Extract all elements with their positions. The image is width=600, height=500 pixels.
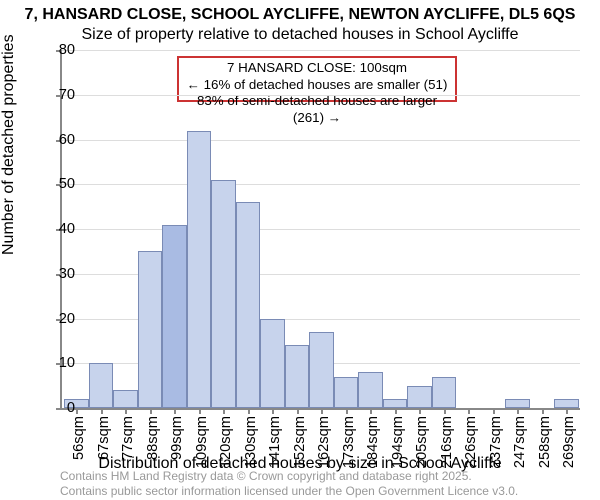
histogram-bar [162, 225, 187, 408]
histogram-bar [554, 399, 579, 408]
gridline [62, 229, 580, 230]
histogram-bar [138, 251, 163, 408]
y-tick-label: 0 [45, 400, 75, 416]
y-tick-label: 80 [45, 42, 75, 58]
y-tick-label: 10 [45, 355, 75, 371]
x-tick-label: 77sqm [120, 416, 136, 460]
y-tick-label: 40 [45, 221, 75, 237]
plot-area: 7 HANSARD CLOSE: 100sqm ← 16% of detache… [60, 50, 580, 410]
y-tick-label: 50 [45, 176, 75, 192]
histogram-bar [383, 399, 408, 408]
callout-line1: 7 HANSARD CLOSE: 100sqm [183, 60, 451, 77]
footer-line1: Contains HM Land Registry data © Crown c… [60, 469, 518, 483]
y-tick-label: 70 [45, 87, 75, 103]
x-tick-mark [150, 408, 152, 414]
gridline [62, 95, 580, 96]
x-tick-mark [125, 408, 127, 414]
histogram-bar [211, 180, 236, 408]
histogram-bar [236, 202, 261, 408]
x-tick-label: 88sqm [145, 416, 161, 460]
histogram-bar [187, 131, 212, 408]
x-tick-mark [321, 408, 323, 414]
histogram-bar [89, 363, 114, 408]
footer-attribution: Contains HM Land Registry data © Crown c… [60, 469, 518, 498]
x-tick-label: 99sqm [169, 416, 185, 460]
histogram-bar [505, 399, 530, 408]
x-tick-mark [419, 408, 421, 414]
x-tick-mark [542, 408, 544, 414]
x-tick-mark [174, 408, 176, 414]
x-tick-mark [346, 408, 348, 414]
histogram-bar [113, 390, 138, 408]
y-tick-label: 30 [45, 266, 75, 282]
chart-title-line1: 7, HANSARD CLOSE, SCHOOL AYCLIFFE, NEWTO… [0, 6, 600, 24]
x-tick-mark [101, 408, 103, 414]
x-tick-mark [76, 408, 78, 414]
x-tick-mark [566, 408, 568, 414]
histogram-bar [260, 319, 285, 409]
callout-line3: 83% of semi-detached houses are larger (… [183, 93, 451, 126]
footer-line2: Contains public sector information licen… [60, 484, 518, 498]
histogram-bar [309, 332, 334, 408]
x-tick-mark [517, 408, 519, 414]
histogram-bar [285, 345, 310, 408]
x-tick-mark [272, 408, 274, 414]
histogram-bar [358, 372, 383, 408]
x-tick-mark [395, 408, 397, 414]
chart-title-line2: Size of property relative to detached ho… [0, 26, 600, 44]
chart-container: 7, HANSARD CLOSE, SCHOOL AYCLIFFE, NEWTO… [0, 0, 600, 500]
x-tick-mark [370, 408, 372, 414]
x-tick-mark [297, 408, 299, 414]
gridline [62, 184, 580, 185]
gridline [62, 140, 580, 141]
y-tick-label: 20 [45, 311, 75, 327]
x-tick-mark [468, 408, 470, 414]
x-tick-mark [223, 408, 225, 414]
histogram-bar [407, 386, 432, 408]
x-tick-mark [248, 408, 250, 414]
x-tick-label: 67sqm [96, 416, 112, 460]
x-tick-mark [493, 408, 495, 414]
callout-line2: ← 16% of detached houses are smaller (51… [183, 77, 451, 94]
y-tick-label: 60 [45, 132, 75, 148]
y-axis-title: Number of detached properties [0, 235, 20, 255]
histogram-bar [334, 377, 359, 408]
histogram-bar [432, 377, 457, 408]
gridline [62, 50, 580, 51]
x-tick-mark [444, 408, 446, 414]
x-tick-mark [199, 408, 201, 414]
x-tick-label: 56sqm [71, 416, 87, 460]
